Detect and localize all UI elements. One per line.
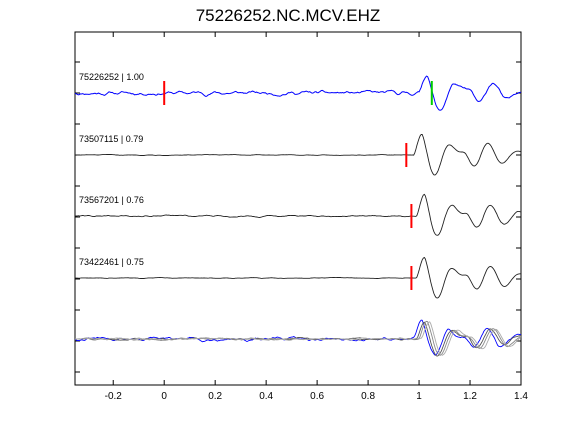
- x-tick-label: 0.6: [310, 391, 324, 402]
- x-tick-label: -0.2: [105, 391, 123, 402]
- trace-line: [74, 75, 522, 111]
- x-tick-label: 0.4: [259, 391, 273, 402]
- trace-label: 73507115 | 0.79: [79, 134, 143, 144]
- x-tick-label: 0.8: [361, 391, 375, 402]
- trace-line: [74, 256, 521, 299]
- x-tick-label: 1: [416, 391, 422, 402]
- plot-frame: [74, 31, 522, 386]
- x-axis-ticks: -0.2 0 0.2 0.4 0.6 0.8 1 1.2 1.4: [105, 32, 528, 402]
- trace-label: 75226252 | 1.00: [79, 72, 144, 82]
- trace-label: 73422461 | 0.75: [79, 257, 144, 267]
- overlay-trace-line: [75, 321, 522, 356]
- x-tick-label: 1.2: [463, 391, 477, 402]
- trace-label: 73567201 | 0.76: [79, 195, 144, 205]
- trace-line: [74, 193, 522, 236]
- x-tick-label: 0: [161, 391, 167, 402]
- x-tick-label: 1.4: [514, 391, 528, 402]
- x-tick-label: 0.2: [208, 391, 222, 402]
- traces-group: 75226252 | 1.00 73507115 | 0.79 73567201 |…: [74, 72, 522, 299]
- chart-title: 75226252.NC.MCV.EHZ: [195, 6, 381, 25]
- trace-line: [74, 134, 522, 176]
- overlay-group: [74, 319, 522, 357]
